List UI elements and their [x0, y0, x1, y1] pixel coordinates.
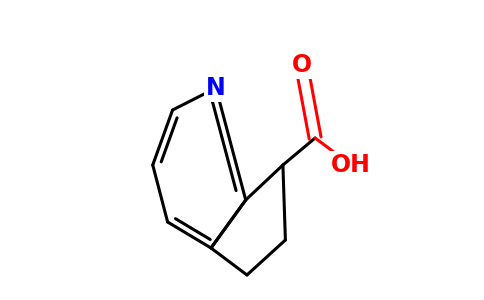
Text: O: O	[291, 53, 312, 77]
Text: N: N	[206, 76, 226, 100]
Text: OH: OH	[331, 153, 371, 177]
